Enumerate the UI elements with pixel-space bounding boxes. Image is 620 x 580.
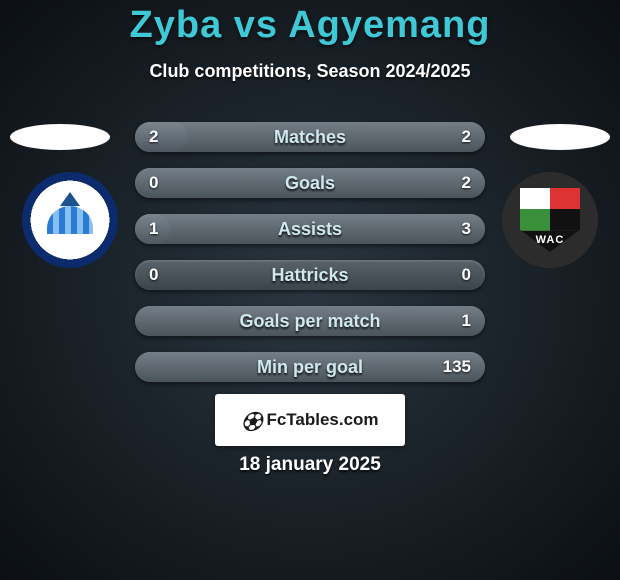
- stat-value-right: 3: [462, 214, 471, 244]
- brand-badge: ⚽︎ FcTables.com: [215, 394, 405, 446]
- stat-value-left: 0: [149, 260, 158, 290]
- stat-value-right: 2: [462, 168, 471, 198]
- crest-right-graphic: [520, 188, 580, 252]
- stat-row: 135Min per goal: [135, 352, 485, 382]
- page-title: Zyba vs Agyemang: [0, 0, 620, 47]
- stat-bar-fill-right: [135, 352, 485, 382]
- stat-row: 02Goals: [135, 168, 485, 198]
- stat-bar-fill-right: [135, 214, 485, 244]
- brand-text: FcTables.com: [266, 410, 378, 430]
- comparison-card: Zyba vs Agyemang Club competitions, Seas…: [0, 0, 620, 580]
- brand-icon: ⚽︎: [241, 406, 260, 435]
- player-slot-left: [10, 124, 110, 150]
- club-crest-right: [502, 172, 598, 268]
- stat-value-left: 1: [149, 214, 158, 244]
- subtitle: Club competitions, Season 2024/2025: [0, 61, 620, 82]
- stat-row: 22Matches: [135, 122, 485, 152]
- stat-value-right: 0: [462, 260, 471, 290]
- stat-bar-fill-left: [135, 122, 188, 152]
- stat-bar-fill-right: [135, 306, 485, 336]
- crest-left-graphic: [47, 206, 93, 234]
- stat-value-right: 2: [462, 122, 471, 152]
- stat-value-right: 135: [443, 352, 471, 382]
- stat-rows: 22Matches02Goals13Assists00Hattricks1Goa…: [135, 122, 485, 398]
- stat-row: 00Hattricks: [135, 260, 485, 290]
- stat-value-left: 0: [149, 168, 158, 198]
- stat-bar-track: [135, 260, 485, 290]
- stat-row: 1Goals per match: [135, 306, 485, 336]
- date-text: 18 january 2025: [0, 454, 620, 476]
- stat-value-right: 1: [462, 306, 471, 336]
- club-crest-left: [22, 172, 118, 268]
- stat-bar-fill-right: [135, 168, 485, 198]
- stat-value-left: 2: [149, 122, 158, 152]
- stat-bar-fill-right: [135, 122, 485, 152]
- player-slot-right: [510, 124, 610, 150]
- stat-row: 13Assists: [135, 214, 485, 244]
